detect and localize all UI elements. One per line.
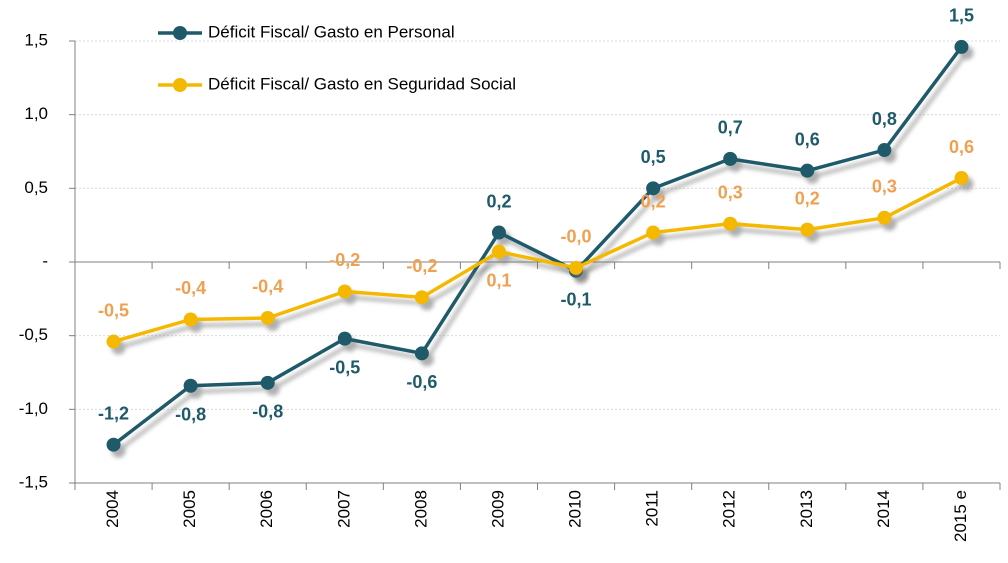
value-label: -0,8 bbox=[175, 405, 206, 425]
point bbox=[260, 375, 275, 390]
point bbox=[337, 331, 352, 346]
x-tick-label: 2014 bbox=[874, 490, 893, 528]
point bbox=[800, 163, 815, 178]
value-label: 0,3 bbox=[872, 177, 897, 197]
x-tick-label: 2011 bbox=[643, 490, 662, 527]
value-label: 0,2 bbox=[486, 191, 511, 211]
y-tick-label: 0,5 bbox=[24, 178, 48, 197]
point bbox=[723, 216, 738, 231]
series bbox=[106, 39, 969, 452]
x-tick-label: 2008 bbox=[411, 490, 430, 528]
x-tick-label: 2009 bbox=[488, 490, 507, 528]
point bbox=[569, 260, 584, 275]
point bbox=[414, 290, 429, 305]
point bbox=[646, 225, 661, 240]
value-label: 0,7 bbox=[718, 118, 743, 138]
point bbox=[800, 222, 815, 237]
value-label: 0,6 bbox=[795, 129, 820, 149]
value-label: 0,2 bbox=[795, 188, 820, 208]
x-tick-label: 2013 bbox=[797, 490, 816, 528]
point bbox=[646, 181, 661, 196]
value-label: 0,5 bbox=[641, 147, 666, 167]
value-label: -0,1 bbox=[561, 290, 592, 310]
x-tick-label: 2006 bbox=[257, 490, 276, 528]
point bbox=[183, 378, 198, 393]
point bbox=[260, 310, 275, 325]
value-label: -0,2 bbox=[406, 256, 437, 276]
point bbox=[954, 171, 969, 186]
y-tick-label: -1,5 bbox=[19, 472, 48, 491]
value-label: -0,2 bbox=[329, 250, 360, 270]
value-label: -0,5 bbox=[329, 357, 360, 377]
point bbox=[414, 346, 429, 361]
point bbox=[954, 39, 969, 54]
value-label: 0,8 bbox=[872, 109, 897, 129]
series bbox=[106, 171, 969, 349]
legend-marker bbox=[173, 26, 187, 40]
y-tick-label: 1,5 bbox=[24, 30, 48, 49]
y-tick-label: -0,5 bbox=[19, 325, 48, 344]
x-tick-label: 2004 bbox=[103, 490, 122, 528]
point bbox=[106, 437, 121, 452]
legend-label: Déficit Fiscal/ Gasto en Seguridad Socia… bbox=[208, 74, 516, 93]
point bbox=[491, 225, 506, 240]
value-label: 0,6 bbox=[949, 137, 974, 157]
value-label: -0,4 bbox=[252, 277, 283, 297]
x-tick-label: 2015 e bbox=[951, 490, 970, 542]
y-tick-label: -1,0 bbox=[19, 399, 48, 418]
value-label: -0,5 bbox=[98, 300, 129, 320]
point bbox=[877, 143, 892, 158]
point bbox=[877, 210, 892, 225]
point bbox=[106, 334, 121, 349]
value-label: -0,6 bbox=[406, 372, 437, 392]
x-tick-label: 2005 bbox=[180, 490, 199, 528]
value-label: 1,5 bbox=[949, 6, 974, 26]
x-tick-label: 2007 bbox=[334, 490, 353, 528]
point bbox=[183, 312, 198, 327]
value-label: -1,2 bbox=[98, 403, 129, 423]
value-label: -0,4 bbox=[175, 278, 206, 298]
value-label: 0,1 bbox=[486, 270, 511, 290]
y-tick-label: - bbox=[42, 251, 48, 270]
point bbox=[337, 284, 352, 299]
y-tick-label: 1,0 bbox=[24, 104, 48, 123]
series-line bbox=[112, 45, 963, 447]
series-line bbox=[113, 176, 963, 344]
point bbox=[491, 244, 506, 259]
value-label: 0,2 bbox=[641, 191, 666, 211]
legend-label: Déficit Fiscal/ Gasto en Personal bbox=[208, 22, 455, 41]
value-label: 0,3 bbox=[718, 182, 743, 202]
value-label: -0,8 bbox=[252, 402, 283, 422]
x-tick-label: 2012 bbox=[720, 490, 739, 528]
point bbox=[723, 151, 738, 166]
legend-marker bbox=[173, 78, 187, 92]
value-label: -0,0 bbox=[561, 227, 592, 247]
x-tick-label: 2010 bbox=[566, 490, 585, 528]
